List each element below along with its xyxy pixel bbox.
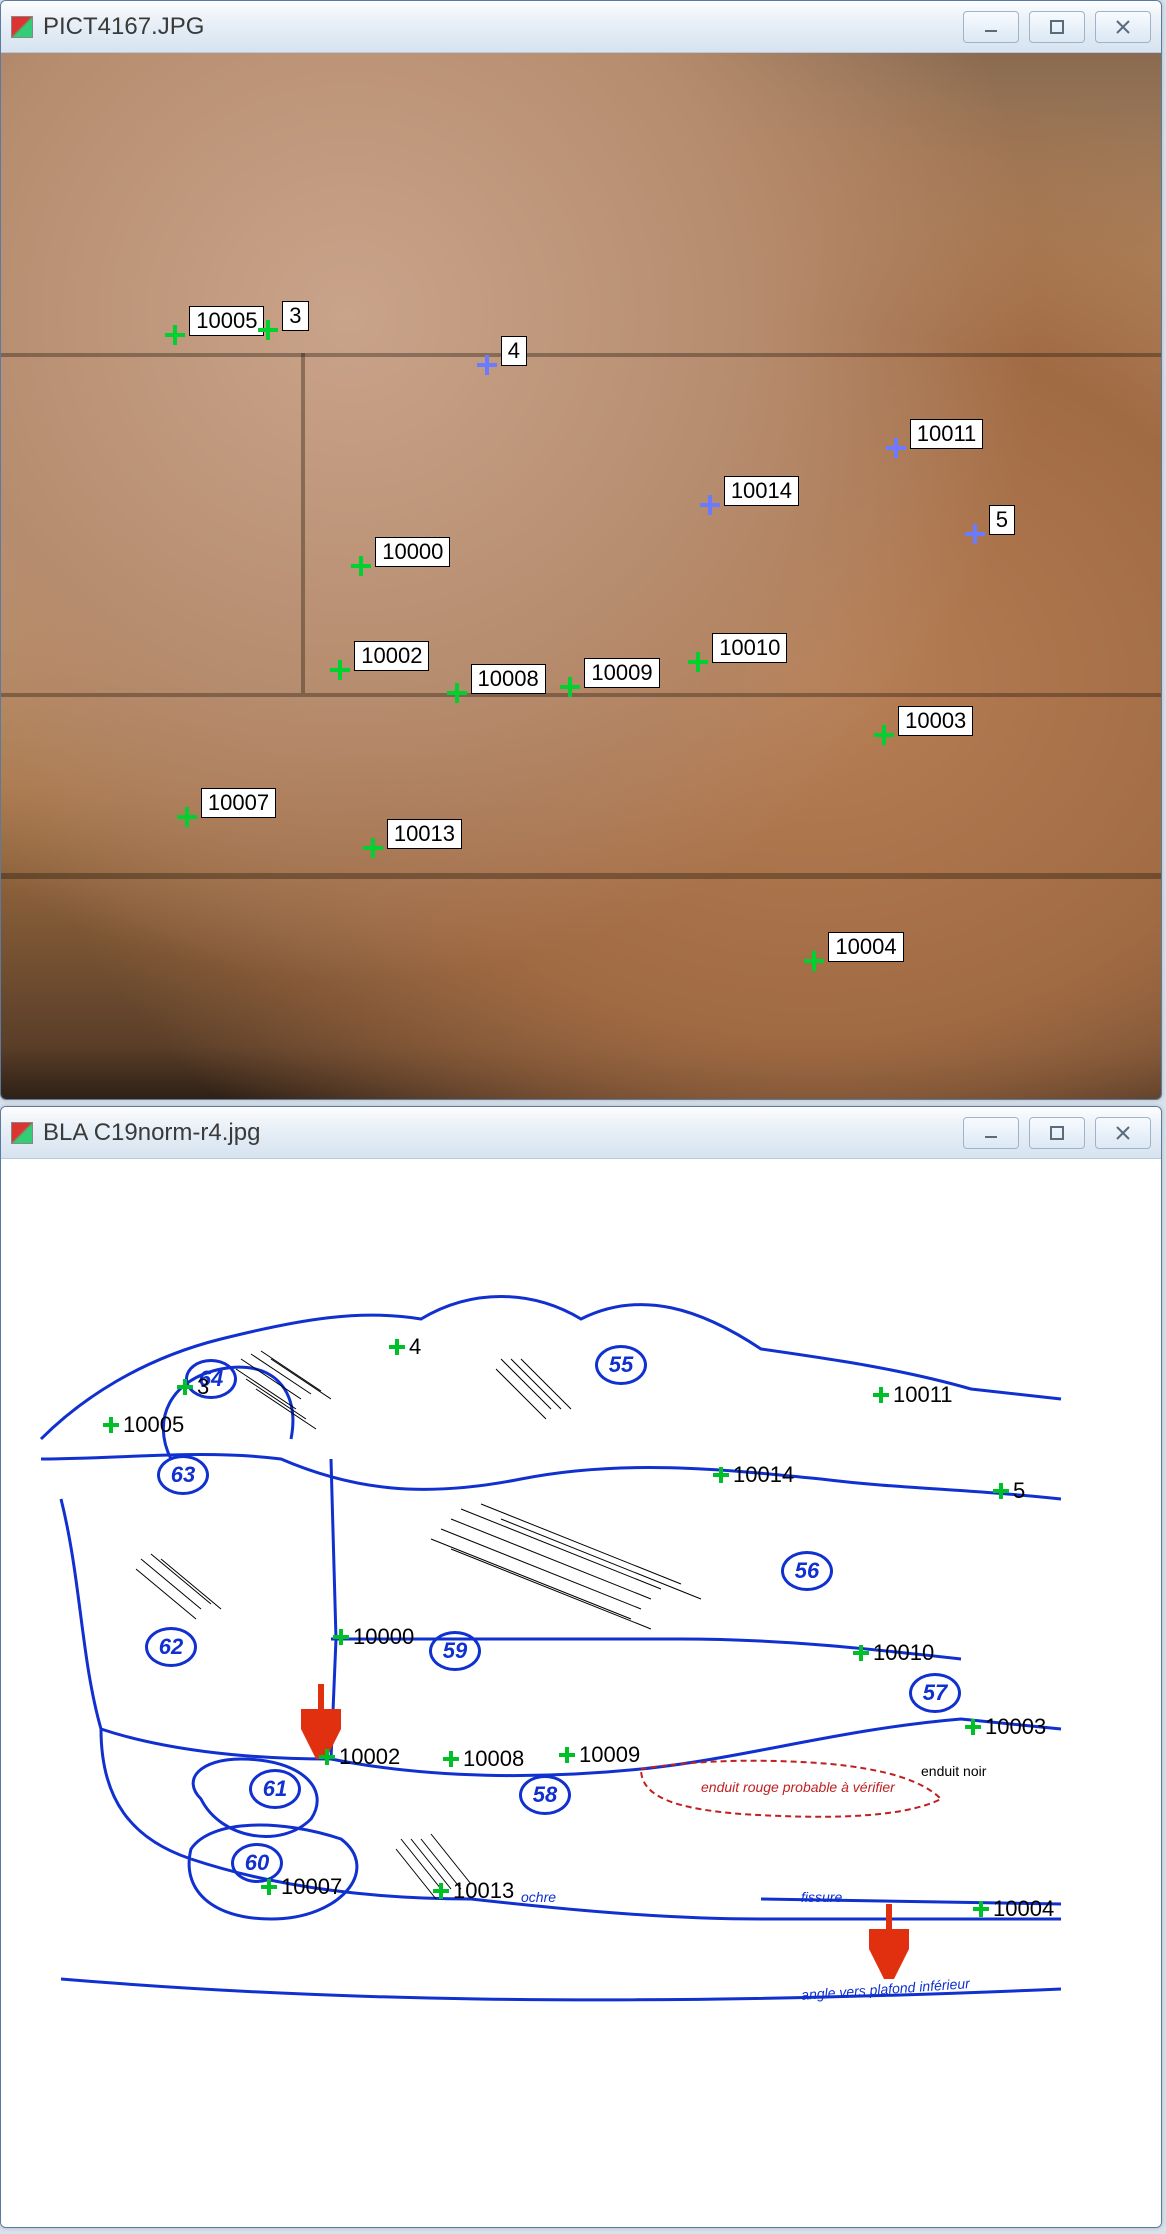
survey-point-label: 10009: [579, 1742, 640, 1768]
diagram-linework: [1, 1159, 1162, 2227]
note-red: enduit rouge probable à vérifier: [701, 1779, 881, 1795]
rock-crack: [301, 353, 305, 693]
survey-point-marker[interactable]: [700, 495, 720, 515]
survey-point-marker[interactable]: [261, 1879, 277, 1895]
survey-point-label: 10004: [993, 1896, 1054, 1922]
minimize-button[interactable]: [963, 1117, 1019, 1149]
rock-crack: [1, 873, 1161, 879]
region-circle[interactable]: 57: [909, 1673, 961, 1713]
survey-point-marker[interactable]: [477, 355, 497, 375]
photo-canvas[interactable]: 10005 3 4 10011 10014 5 10000 10002 10008 10009 10…: [1, 53, 1161, 1099]
arrow-red-icon: [301, 1679, 341, 1759]
survey-point-marker[interactable]: [965, 1719, 981, 1735]
survey-point-label: 10005: [123, 1412, 184, 1438]
survey-point-marker[interactable]: [688, 652, 708, 672]
note-black: enduit noir: [921, 1763, 986, 1779]
region-circle[interactable]: 56: [781, 1551, 833, 1591]
survey-point-label: 10014: [733, 1462, 794, 1488]
survey-point-label: 10002: [339, 1744, 400, 1770]
survey-point-label: 10003: [985, 1714, 1046, 1740]
minimize-button[interactable]: [963, 11, 1019, 43]
survey-point-label: 3: [282, 301, 308, 331]
arrow-red-icon: [869, 1899, 909, 1979]
titlebar-diagram[interactable]: BLA C19norm-r4.jpg: [1, 1107, 1161, 1159]
survey-point-marker[interactable]: [713, 1467, 729, 1483]
note-ochre: ochre: [521, 1889, 556, 1905]
survey-point-label: 4: [409, 1334, 421, 1360]
maximize-button[interactable]: [1029, 1117, 1085, 1149]
survey-point-label: 10000: [353, 1624, 414, 1650]
region-circle[interactable]: 58: [519, 1775, 571, 1815]
app-icon: [11, 1122, 33, 1144]
survey-point-marker[interactable]: [804, 951, 824, 971]
survey-point-marker[interactable]: [333, 1629, 349, 1645]
rock-crack: [1, 693, 1161, 697]
survey-point-label: 10008: [463, 1746, 524, 1772]
survey-point-label: 10010: [873, 1640, 934, 1666]
survey-point-label: 10013: [453, 1878, 514, 1904]
survey-point-marker[interactable]: [886, 438, 906, 458]
window-diagram: BLA C19norm-r4.jpg: [0, 1106, 1162, 2228]
survey-point-label: 10002: [354, 641, 429, 671]
survey-point-marker[interactable]: [351, 556, 371, 576]
window-controls: [963, 1117, 1151, 1149]
note-fissure: fissure: [801, 1889, 842, 1905]
survey-point-label: 10014: [724, 476, 799, 506]
region-circle[interactable]: 60: [231, 1843, 283, 1883]
diagram-canvas[interactable]: enduit rouge probable à vérifier enduit …: [1, 1159, 1161, 2227]
survey-point-marker[interactable]: [319, 1749, 335, 1765]
survey-point-label: 10005: [189, 306, 264, 336]
survey-point-label: 5: [989, 505, 1015, 535]
survey-point-label: 5: [1013, 1478, 1025, 1504]
survey-point-label: 4: [501, 336, 527, 366]
survey-point-marker[interactable]: [443, 1751, 459, 1767]
rock-crack: [1, 353, 1161, 357]
window-controls: [963, 11, 1151, 43]
survey-point-label: 3: [197, 1374, 209, 1400]
survey-point-label: 10007: [201, 788, 276, 818]
survey-point-marker[interactable]: [965, 524, 985, 544]
survey-point-label: 10007: [281, 1874, 342, 1900]
survey-point-marker[interactable]: [330, 660, 350, 680]
survey-point-marker[interactable]: [389, 1339, 405, 1355]
survey-point-label: 10008: [471, 664, 546, 694]
survey-point-label: 10000: [375, 537, 450, 567]
close-button[interactable]: [1095, 1117, 1151, 1149]
survey-point-label: 10003: [898, 706, 973, 736]
window-title: PICT4167.JPG: [43, 13, 963, 41]
survey-point-label: 10011: [910, 419, 984, 449]
survey-point-label: 10013: [387, 819, 462, 849]
survey-point-label: 10004: [828, 932, 903, 962]
survey-point-marker[interactable]: [177, 807, 197, 827]
survey-point-marker[interactable]: [177, 1379, 193, 1395]
region-circle[interactable]: 63: [157, 1455, 209, 1495]
survey-point-label: 10011: [893, 1382, 953, 1408]
maximize-button[interactable]: [1029, 11, 1085, 43]
survey-point-marker[interactable]: [165, 325, 185, 345]
survey-point-marker[interactable]: [433, 1883, 449, 1899]
region-circle[interactable]: 59: [429, 1631, 481, 1671]
survey-point-label: 10009: [584, 658, 659, 688]
survey-point-marker[interactable]: [874, 725, 894, 745]
window-title: BLA C19norm-r4.jpg: [43, 1119, 963, 1147]
survey-point-marker[interactable]: [363, 838, 383, 858]
region-circle[interactable]: 55: [595, 1345, 647, 1385]
close-button[interactable]: [1095, 11, 1151, 43]
region-circle[interactable]: 61: [249, 1769, 301, 1809]
survey-point-marker[interactable]: [973, 1901, 989, 1917]
app-icon: [11, 16, 33, 38]
survey-point-marker[interactable]: [873, 1387, 889, 1403]
survey-point-marker[interactable]: [993, 1483, 1009, 1499]
titlebar-photo[interactable]: PICT4167.JPG: [1, 1, 1161, 53]
region-circle[interactable]: 62: [145, 1627, 197, 1667]
window-photo: PICT4167.JPG 100053410011100145100001000…: [0, 0, 1162, 1100]
survey-point-marker[interactable]: [559, 1747, 575, 1763]
survey-point-marker[interactable]: [853, 1645, 869, 1661]
survey-point-marker[interactable]: [103, 1417, 119, 1433]
survey-point-label: 10010: [712, 633, 787, 663]
